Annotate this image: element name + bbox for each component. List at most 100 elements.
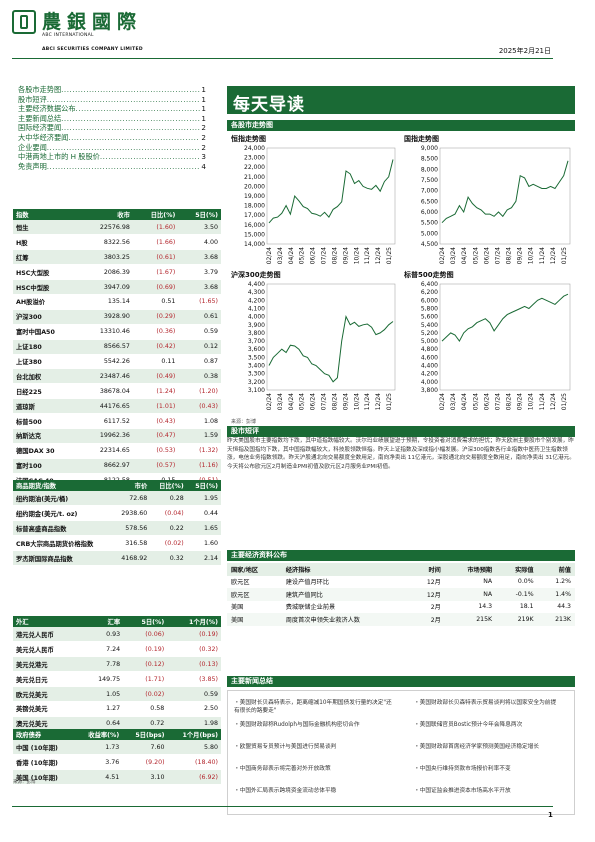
y-tick-label: 3,900 xyxy=(248,322,265,329)
table-cell: (1.24) xyxy=(132,383,179,400)
column-header: 时间 xyxy=(410,563,445,576)
table-row: 富时中国A50 13310.46 (0.36) 0.59 xyxy=(13,324,221,340)
news-item[interactable]: ・美国财政部首席经济学家预测美国经济稳定增长 xyxy=(414,744,540,750)
table-row: 台北加权 23487.46 (0.49) 0.38 xyxy=(13,368,221,385)
x-tick-label: 08/24 xyxy=(506,393,513,410)
toc-page: 3 xyxy=(201,152,206,162)
y-tick-label: 15,000 xyxy=(244,231,265,238)
table-cell: (1.71) xyxy=(123,671,168,688)
news-item[interactable]: ・美国联储官员Bostic预计今年会降息两次 xyxy=(414,722,523,728)
table-cell: 3.10 xyxy=(122,769,168,786)
table-row: 美元兑日元 149.75 (1.71) (3.85) xyxy=(13,671,221,688)
table-cell: 215K xyxy=(444,613,497,626)
x-tick-label: 06/24 xyxy=(483,247,490,264)
table-cell: (18.40) xyxy=(167,754,221,771)
table-cell: 0.61 xyxy=(178,309,221,325)
x-tick-label: 06/24 xyxy=(310,393,317,410)
table-cell: 罗杰斯国际商品指数 xyxy=(13,550,113,566)
table-row: 红筹 3803.25 (0.61) 3.68 xyxy=(13,249,221,266)
toc-label: 企业要闻 xyxy=(18,142,47,152)
table-cell: 0.58 xyxy=(123,701,168,717)
toc-item[interactable]: 各股市走势图 1 xyxy=(18,85,206,95)
news-item[interactable]: ・美国财长贝森特表示，距离缩减10年期国债发行量的决定"还有很长的路要走" xyxy=(234,700,392,714)
table-row: 罗杰斯国际商品指数 4168.92 0.32 2.14 xyxy=(13,550,221,566)
toc-label: 免责声明 xyxy=(18,161,47,171)
news-item[interactable]: ・欧盟贸易专员预计与美国进行贸易谈判 xyxy=(234,744,337,750)
news-item[interactable]: ・美国财政部称Rudolph与国际金融机构密切合作 xyxy=(234,722,360,728)
table-cell: 美元兑港元 xyxy=(13,656,81,673)
table-cell: 3.68 xyxy=(178,279,221,295)
table-cell: 2.14 xyxy=(186,550,221,566)
table-cell: 2.50 xyxy=(167,701,221,717)
table-cell: AH股溢价 xyxy=(13,294,80,310)
news-item[interactable]: ・美国财政部长贝森特表示贸易谈判将以国家安全为前提 xyxy=(414,700,557,706)
table-cell: 0.22 xyxy=(150,520,187,537)
y-tick-label: 6,200 xyxy=(421,289,438,296)
y-tick-label: 4,400 xyxy=(248,281,265,288)
column-header: 日比(%) xyxy=(150,480,187,491)
toc-item[interactable]: 中港两地上市的 H 股股价 3 xyxy=(18,152,206,162)
toc-item[interactable]: 大中华经济要闻 2 xyxy=(18,133,206,143)
news-item[interactable]: ・中国证监会推进资本市场高水平开放 xyxy=(414,788,511,794)
table-row: 英镑兑美元 1.27 0.58 2.50 xyxy=(13,701,221,717)
table-cell: 3803.25 xyxy=(79,249,133,266)
toc-item[interactable]: 免责声明 4 xyxy=(18,162,206,172)
news-item[interactable]: ・中国外汇局表示跨境资金流动总体平稳 xyxy=(234,788,337,794)
table-row: 美国 (10年期) 4.51 3.10 (6.92) xyxy=(13,769,221,786)
toc-item[interactable]: 股市短评 1 xyxy=(18,95,206,105)
x-tick-label: 10/24 xyxy=(353,393,360,410)
table-cell: 日经225 xyxy=(13,383,80,400)
toc-label: 股市短评 xyxy=(18,94,47,104)
toc-item[interactable]: 主要新闻总结 1 xyxy=(18,114,206,124)
column-header: 国家/地区 xyxy=(227,563,282,576)
x-tick-label: 01/25 xyxy=(561,247,568,264)
x-tick-label: 10/24 xyxy=(353,247,360,264)
x-tick-label: 02/24 xyxy=(266,393,273,410)
table-cell: 红筹 xyxy=(13,249,80,266)
table-cell: (1.67) xyxy=(132,264,179,281)
table-row: 港元兑人民币 0.93 (0.06) (0.19) xyxy=(13,627,221,643)
toc-item[interactable]: 国际经济要闻 2 xyxy=(18,123,206,133)
table-cell: 0.72 xyxy=(123,716,168,732)
table-cell: 0.0% xyxy=(517,578,534,586)
column-header: 5日(bps) xyxy=(122,729,168,740)
table-cell: 1.2% xyxy=(555,578,571,586)
table-cell: 7.60 xyxy=(122,740,168,756)
table-cell: 14.3 xyxy=(478,603,493,611)
y-tick-label: 5,600 xyxy=(421,314,438,321)
table-cell: 0.12 xyxy=(178,339,221,355)
table-cell: 富时中国A50 xyxy=(13,324,80,340)
table-cell: (0.36) xyxy=(132,324,179,340)
table-cell: 0.32 xyxy=(150,550,187,566)
table-cell: (1.60) xyxy=(132,220,179,236)
table-cell: 38678.04 xyxy=(79,383,133,400)
x-tick-label: 03/24 xyxy=(450,393,457,410)
news-item[interactable]: ・中国央行维持贷款市场报价利率不变 xyxy=(414,766,511,772)
column-header: 1个月(%) xyxy=(167,616,221,627)
table-cell: (0.57) xyxy=(132,458,179,474)
table-cell: 标普高盛商品指数 xyxy=(13,520,113,537)
table-cell: 0.28 xyxy=(150,491,187,507)
table-cell: (1.66) xyxy=(132,234,179,251)
sp500-chart: 标普500走势图 6,400 6,200 6,000 5,800 5,600 5,400 5… xyxy=(404,270,574,420)
y-tick-label: 5,500 xyxy=(421,220,438,227)
table-cell: (0.69) xyxy=(132,279,179,295)
table-cell: (0.32) xyxy=(167,641,221,658)
toc-item[interactable]: 企业要闻 2 xyxy=(18,143,206,153)
table-cell: 台北加权 xyxy=(13,368,80,385)
table-cell: 3.79 xyxy=(178,264,221,281)
x-tick-label: 09/24 xyxy=(342,247,349,264)
table-cell: 3947.09 xyxy=(79,279,133,295)
table-cell: 1.73 xyxy=(74,740,123,756)
table-row: 日经225 38678.04 (1.24) (1.20) xyxy=(13,383,221,400)
toc-item[interactable]: 主要经济数据公布 1 xyxy=(18,104,206,114)
table-cell: 费城联储企业前景 xyxy=(285,604,336,612)
table-cell: 建设产值月环比 xyxy=(285,579,330,587)
table-cell: (6.92) xyxy=(167,769,221,786)
news-item[interactable]: ・中国商务部表示将完善对外开放政策 xyxy=(234,766,331,772)
table-cell: 3.68 xyxy=(178,249,221,266)
table-cell: 4.00 xyxy=(178,234,221,251)
market-index-table: 指数 收市 日比(%) 5日(%) 恒生 22576.98 (1.60) 3.50 H股 8322… xyxy=(13,209,221,489)
table-cell: 美国 xyxy=(227,613,282,626)
x-tick-label: 09/24 xyxy=(517,393,524,410)
